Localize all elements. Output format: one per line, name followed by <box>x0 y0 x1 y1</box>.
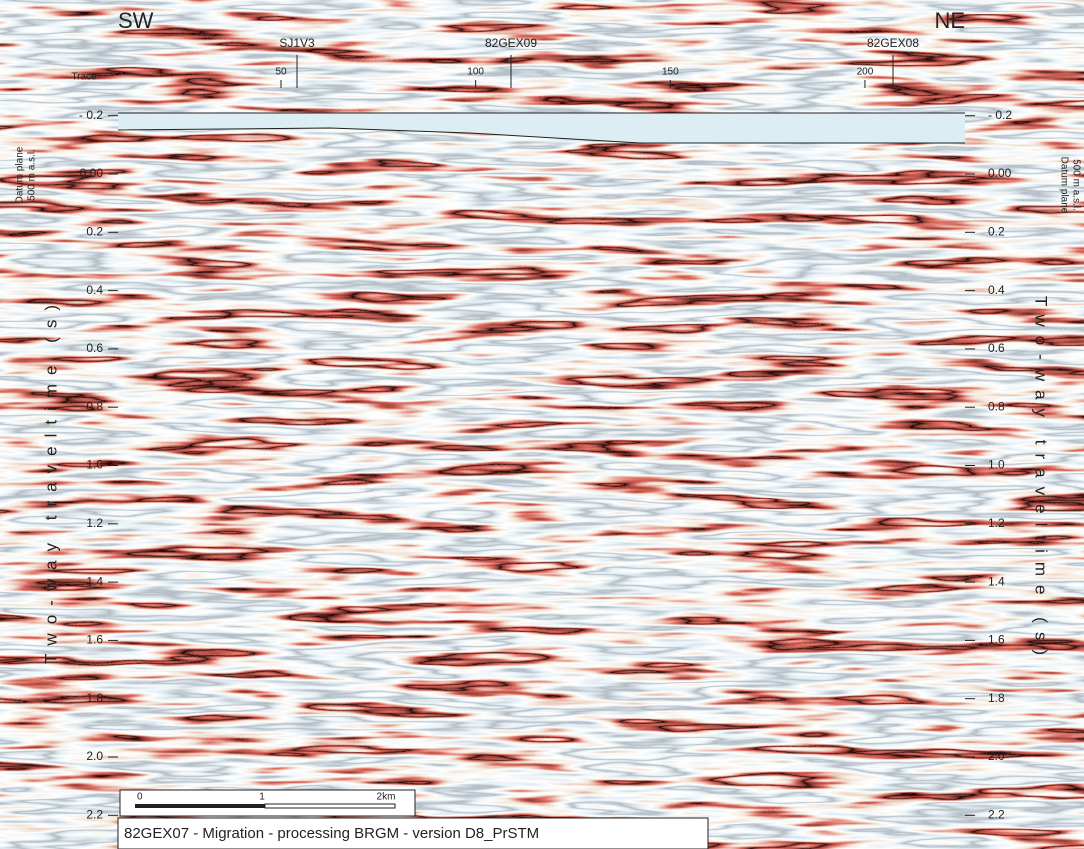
y-tick-label: 0.4 <box>988 283 1005 297</box>
well-label: SJ1V3 <box>279 36 315 50</box>
datum-line1: Datum plane <box>1058 157 1069 214</box>
x-tick-label: 200 <box>857 67 874 78</box>
y-tick-label: 1.2 <box>988 516 1005 530</box>
datum-line2: 500 m a.s.l. <box>27 149 38 201</box>
datum-line1: Datum plane <box>15 146 26 203</box>
y-tick-label: 0.4 <box>86 283 103 297</box>
caption-box <box>117 817 709 849</box>
y-tick-label: 1.0 <box>988 458 1005 472</box>
topography-line <box>117 127 965 144</box>
y-tick-label: 2.0 <box>86 749 103 763</box>
y-tick-label: 0.8 <box>86 399 103 413</box>
well-label: 82GEX09 <box>485 36 537 50</box>
y-tick-label: 0.6 <box>988 341 1005 355</box>
y-tick-label: 1.6 <box>86 633 103 647</box>
x-tick-label: 100 <box>467 67 484 78</box>
y-tick-label: 0.2 <box>988 224 1005 238</box>
y-tick-label: 1.2 <box>86 516 103 530</box>
direction-left: SW <box>118 8 154 33</box>
y-tick-label: 0.2 <box>86 224 103 238</box>
y-tick-label: 0.00 <box>988 166 1012 180</box>
y-axis-title: Two-way traveltime (s) <box>41 296 60 664</box>
caption: 82GEX07 - Migration - processing BRGM - … <box>124 825 539 842</box>
topography-band <box>118 113 965 143</box>
trace-title: Trace <box>71 72 97 83</box>
y-tick-label: 2.2 <box>988 807 1005 821</box>
y-axis-title: Two-way traveltime (s) <box>1032 296 1051 664</box>
direction-right: NE <box>934 8 965 33</box>
scale-bar-segment <box>135 804 265 808</box>
y-tick-label: 1.4 <box>86 574 103 588</box>
y-tick-label: 0.6 <box>86 341 103 355</box>
y-tick-label: 1.8 <box>988 691 1005 705</box>
scale-bar-label: 1 <box>259 792 265 803</box>
y-tick-label: 0.00 <box>80 166 104 180</box>
y-tick-label: 1.6 <box>988 633 1005 647</box>
x-tick-label: 50 <box>275 67 287 78</box>
scale-bar-label: 2km <box>377 792 396 803</box>
y-tick-label: - 0.2 <box>79 108 103 122</box>
well-label: 82GEX08 <box>867 36 919 50</box>
y-tick-label: 1.0 <box>86 458 103 472</box>
y-tick-label: 1.4 <box>988 574 1005 588</box>
scale-bar-box <box>119 789 416 817</box>
y-tick-label: 1.8 <box>86 691 103 705</box>
datum-line2: 500 m a.s.l. <box>1070 159 1081 211</box>
scale-bar-segment <box>264 803 396 809</box>
y-tick-label: 0.8 <box>988 399 1005 413</box>
y-tick-label: - 0.2 <box>988 108 1012 122</box>
y-tick-label: 2.2 <box>86 807 103 821</box>
y-tick-label: 2.0 <box>988 749 1005 763</box>
seismic-image <box>118 138 965 849</box>
scale-bar-label: 0 <box>137 792 143 803</box>
x-tick-label: 150 <box>662 67 679 78</box>
